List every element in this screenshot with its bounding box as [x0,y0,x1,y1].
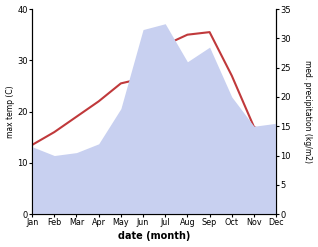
Y-axis label: max temp (C): max temp (C) [5,85,15,138]
X-axis label: date (month): date (month) [118,231,190,242]
Y-axis label: med. precipitation (kg/m2): med. precipitation (kg/m2) [303,60,313,163]
